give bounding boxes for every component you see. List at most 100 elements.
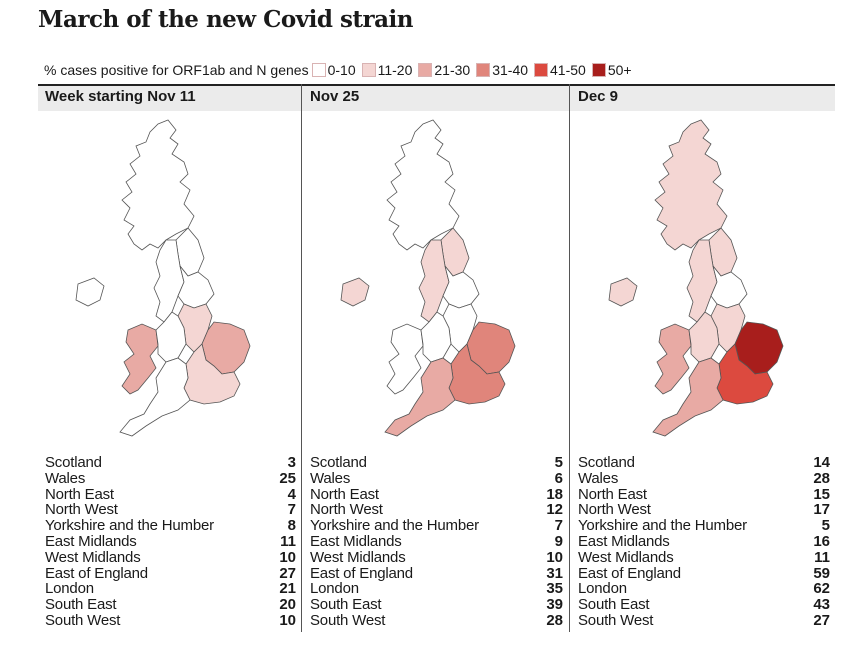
list-item: Yorkshire and the Humber 7 — [310, 518, 565, 534]
list-item: Wales 25 — [45, 469, 298, 487]
legend-swatch — [591, 63, 606, 77]
region-value: 11 — [280, 533, 296, 550]
list-item: Scotland 3 — [45, 455, 298, 471]
region-name: Yorkshire and the Humber — [578, 517, 747, 535]
region-value: 28 — [813, 469, 830, 487]
region-northern-ireland — [608, 277, 638, 307]
region-name: North East — [578, 485, 647, 503]
region-scotland — [121, 119, 195, 251]
region-name: South East — [45, 596, 117, 614]
region-name: West Midlands — [578, 548, 674, 566]
region-name: Scotland — [578, 454, 635, 471]
list-item: North East 18 — [310, 486, 565, 503]
region-name: London — [45, 580, 94, 598]
region-value: 27 — [813, 612, 830, 629]
panel-nov-11: Week starting Nov 11 Scotland 3 Wales 25 Nor… — [38, 84, 301, 632]
list-item: Yorkshire and the Humber 5 — [578, 518, 832, 534]
region-northern-ireland — [75, 277, 105, 307]
uk-region-map — [608, 119, 784, 437]
region-name: London — [578, 580, 627, 598]
list-item: North West 7 — [45, 502, 298, 518]
panel-dec-9: Dec 9 Scotland 14 Wales 28 North East 15 North… — [571, 84, 835, 632]
region-value: 10 — [279, 548, 296, 566]
list-item: South West 27 — [578, 613, 832, 629]
region-value: 28 — [546, 612, 563, 629]
legend-text: 50+ — [607, 62, 632, 78]
uk-region-map — [340, 119, 516, 437]
region-value: 8 — [287, 517, 296, 535]
region-name: Yorkshire and the Humber — [310, 517, 479, 535]
panel-title: Nov 25 — [310, 88, 360, 105]
region-name: Wales — [310, 469, 351, 487]
legend-text: 31-40 — [492, 62, 529, 78]
list-item: South East 20 — [45, 597, 298, 613]
region-scotland — [654, 119, 728, 251]
list-item: West Midlands 11 — [578, 548, 832, 566]
region-name: North West — [578, 501, 651, 519]
region-value: 14 — [813, 454, 830, 471]
region-value: 62 — [813, 580, 830, 598]
list-item: Wales 6 — [310, 469, 565, 487]
region-name: North West — [310, 501, 383, 519]
region-value: 10 — [546, 548, 563, 566]
legend-label: % cases positive for ORF1ab and N genes — [44, 62, 309, 78]
list-item: East Midlands 16 — [578, 534, 832, 550]
legend-item-4: 41-50 — [531, 62, 589, 78]
list-item: London 21 — [45, 581, 298, 597]
list-item: South East 43 — [578, 597, 832, 613]
region-name: North West — [45, 501, 118, 519]
panel-title: Week starting Nov 11 — [45, 88, 196, 105]
legend-item-2: 21-30 — [415, 62, 473, 78]
region-name: Scotland — [45, 454, 102, 471]
region-scotland — [386, 119, 460, 251]
list-item: East of England 59 — [578, 564, 832, 582]
region-south-west — [384, 357, 456, 437]
region-value: 7 — [554, 517, 563, 535]
legend-text: 41-50 — [550, 62, 586, 78]
panel-divider — [301, 84, 302, 632]
region-name: West Midlands — [310, 548, 406, 566]
region-name: East of England — [578, 564, 681, 582]
region-value: 59 — [813, 564, 830, 582]
legend-text: 21-30 — [434, 62, 471, 78]
region-value: 3 — [287, 454, 296, 471]
list-item: Yorkshire and the Humber 8 — [45, 518, 298, 534]
legend-item-5: 50+ — [589, 62, 635, 78]
legend: % cases positive for ORF1ab and N genes … — [44, 61, 635, 79]
region-name: South East — [578, 596, 650, 614]
panel-title: Dec 9 — [578, 88, 619, 105]
region-value: 6 — [554, 469, 563, 487]
legend-swatch — [311, 63, 326, 77]
region-value: 25 — [279, 469, 296, 487]
region-name: Wales — [45, 469, 86, 487]
list-item: Wales 28 — [578, 469, 832, 487]
legend-item-0: 0-10 — [309, 62, 359, 78]
list-item: East Midlands 11 — [45, 534, 298, 550]
region-value: 43 — [813, 596, 830, 614]
region-name: East Midlands — [310, 533, 402, 550]
list-item: Scotland 14 — [578, 455, 832, 471]
panel-divider — [569, 84, 570, 632]
legend-swatch — [361, 63, 376, 77]
region-wales — [386, 323, 424, 395]
region-value: 15 — [813, 485, 830, 503]
region-value: 10 — [279, 612, 296, 629]
region-value: 20 — [279, 596, 296, 614]
region-value: 35 — [546, 580, 563, 598]
list-item: South West 28 — [310, 613, 565, 629]
region-name: East of England — [310, 564, 413, 582]
region-name: North East — [45, 485, 114, 503]
region-value: 4 — [287, 485, 296, 503]
region-name: East Midlands — [45, 533, 137, 550]
list-item: South West 10 — [45, 613, 298, 629]
panel-nov-25: Nov 25 Scotland 5 Wales 6 North East 18 North … — [303, 84, 568, 632]
region-value: 16 — [813, 533, 830, 550]
list-item: North East 4 — [45, 485, 298, 503]
list-item: North West 17 — [578, 502, 832, 518]
region-value: 31 — [546, 564, 563, 582]
panels: Week starting Nov 11 Scotland 3 Wales 25 Nor… — [38, 84, 835, 632]
region-name: Scotland — [310, 454, 367, 471]
region-name: South East — [310, 596, 382, 614]
list-item: London 35 — [310, 581, 565, 597]
region-name: East of England — [45, 564, 148, 582]
